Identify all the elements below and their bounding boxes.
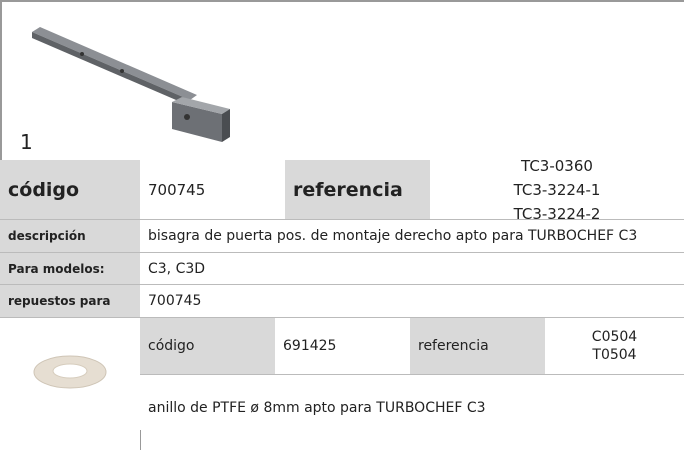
reference: TC3-3224-1	[513, 180, 601, 199]
row-label: descripción	[0, 220, 140, 253]
figure-label: 1	[20, 130, 33, 154]
image-area: 1	[0, 0, 684, 160]
spare-reference-label: referencia	[410, 318, 545, 375]
row-label: Para modelos:	[0, 253, 140, 285]
reference: TC3-3224-2	[513, 204, 601, 223]
spare-image	[33, 355, 107, 389]
spare-reference: T0504	[592, 347, 637, 363]
row-label: repuestos para	[0, 285, 140, 318]
spare-code: 691425	[275, 318, 410, 375]
rule	[140, 430, 141, 450]
row-value: 700745	[140, 285, 684, 318]
references: TC3-0360 TC3-3224-1 TC3-3224-2	[430, 157, 684, 223]
spare-code-label: código	[140, 318, 275, 375]
code-label: código	[0, 160, 140, 220]
reference: TC3-0360	[521, 156, 593, 175]
reference-label: referencia	[285, 160, 430, 220]
spare-references: C0504 T0504	[545, 318, 684, 375]
spare-description: anillo de PTFE ø 8mm apto para TURBOCHEF…	[148, 399, 486, 416]
code: 700745	[140, 160, 285, 220]
part-image	[32, 27, 230, 142]
row-value: C3, C3D	[140, 253, 684, 285]
spare-reference: C0504	[591, 329, 638, 345]
row-value: bisagra de puerta pos. de montaje derech…	[140, 220, 684, 253]
